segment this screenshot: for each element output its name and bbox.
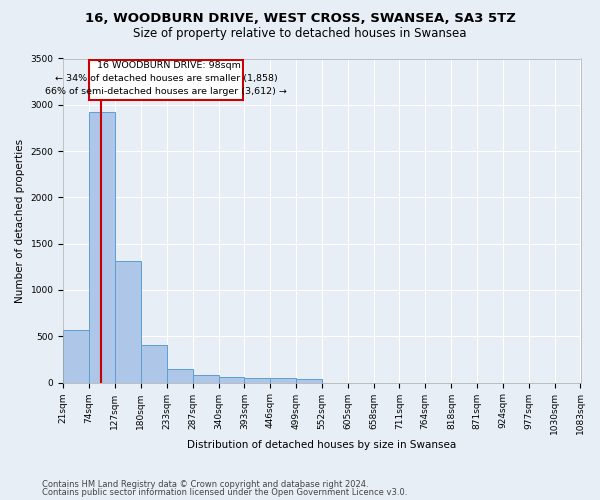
Text: Contains public sector information licensed under the Open Government Licence v3: Contains public sector information licen…	[42, 488, 407, 497]
Bar	[193, 375, 218, 382]
Bar	[296, 380, 322, 382]
Text: Contains HM Land Registry data © Crown copyright and database right 2024.: Contains HM Land Registry data © Crown c…	[42, 480, 368, 489]
Bar	[115, 262, 141, 382]
Y-axis label: Number of detached properties: Number of detached properties	[15, 138, 25, 302]
Bar	[270, 378, 296, 382]
Text: Size of property relative to detached houses in Swansea: Size of property relative to detached ho…	[133, 28, 467, 40]
Bar	[244, 378, 270, 382]
Bar	[89, 112, 115, 382]
Bar	[141, 344, 167, 383]
Bar	[89, 60, 243, 100]
X-axis label: Distribution of detached houses by size in Swansea: Distribution of detached houses by size …	[187, 440, 457, 450]
Text: 16 WOODBURN DRIVE: 98sqm
← 34% of detached houses are smaller (1,858)
66% of sem: 16 WOODBURN DRIVE: 98sqm ← 34% of detach…	[45, 60, 287, 96]
Bar	[218, 377, 244, 382]
Text: 16, WOODBURN DRIVE, WEST CROSS, SWANSEA, SA3 5TZ: 16, WOODBURN DRIVE, WEST CROSS, SWANSEA,…	[85, 12, 515, 26]
Bar	[167, 368, 193, 382]
Bar	[63, 330, 89, 382]
